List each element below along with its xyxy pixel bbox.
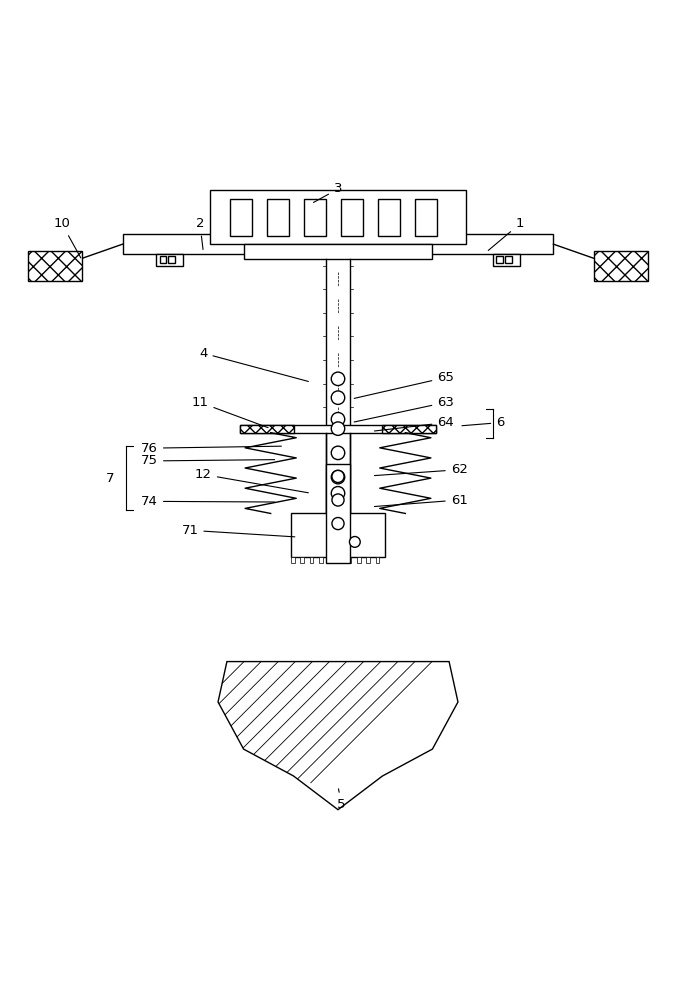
FancyBboxPatch shape — [210, 190, 466, 244]
FancyBboxPatch shape — [376, 557, 379, 563]
FancyBboxPatch shape — [168, 256, 175, 263]
FancyBboxPatch shape — [319, 557, 323, 563]
FancyBboxPatch shape — [338, 557, 342, 563]
Circle shape — [331, 391, 345, 404]
FancyBboxPatch shape — [496, 256, 503, 263]
Text: 2: 2 — [196, 217, 204, 249]
Text: 7: 7 — [106, 472, 115, 485]
FancyBboxPatch shape — [160, 256, 166, 263]
FancyBboxPatch shape — [122, 234, 554, 254]
Text: 63: 63 — [354, 396, 454, 422]
FancyBboxPatch shape — [267, 199, 289, 236]
FancyBboxPatch shape — [300, 557, 304, 563]
FancyBboxPatch shape — [493, 254, 520, 266]
FancyBboxPatch shape — [231, 199, 252, 236]
Text: 75: 75 — [141, 454, 274, 467]
Text: 74: 74 — [141, 495, 274, 508]
FancyBboxPatch shape — [379, 199, 400, 236]
Text: 64: 64 — [375, 416, 454, 431]
Text: 12: 12 — [195, 468, 308, 493]
Polygon shape — [218, 662, 458, 810]
FancyBboxPatch shape — [291, 513, 385, 557]
Text: 4: 4 — [199, 347, 308, 381]
Circle shape — [332, 470, 344, 482]
Circle shape — [349, 537, 360, 547]
Text: 11: 11 — [191, 396, 268, 428]
FancyBboxPatch shape — [304, 199, 326, 236]
Circle shape — [331, 446, 345, 460]
FancyBboxPatch shape — [291, 557, 295, 563]
Text: 76: 76 — [141, 442, 281, 455]
FancyBboxPatch shape — [416, 199, 437, 236]
FancyBboxPatch shape — [341, 199, 363, 236]
Text: 3: 3 — [314, 182, 342, 202]
FancyBboxPatch shape — [357, 557, 360, 563]
FancyBboxPatch shape — [28, 251, 82, 281]
Circle shape — [332, 494, 344, 506]
Circle shape — [331, 487, 345, 500]
FancyBboxPatch shape — [382, 425, 435, 433]
Text: 65: 65 — [354, 371, 454, 398]
Circle shape — [332, 518, 344, 530]
FancyBboxPatch shape — [366, 557, 370, 563]
FancyBboxPatch shape — [241, 425, 294, 433]
Circle shape — [331, 470, 345, 484]
Circle shape — [331, 412, 345, 426]
FancyBboxPatch shape — [244, 244, 432, 259]
FancyBboxPatch shape — [326, 464, 350, 563]
Text: 6: 6 — [462, 416, 504, 429]
FancyBboxPatch shape — [241, 425, 435, 433]
FancyBboxPatch shape — [505, 256, 512, 263]
Circle shape — [331, 422, 345, 435]
FancyBboxPatch shape — [594, 251, 648, 281]
Text: 10: 10 — [53, 217, 81, 258]
Text: 62: 62 — [375, 463, 468, 476]
FancyBboxPatch shape — [156, 254, 183, 266]
Text: 1: 1 — [488, 217, 524, 250]
FancyBboxPatch shape — [329, 557, 333, 563]
Circle shape — [331, 372, 345, 386]
Text: 5: 5 — [337, 789, 345, 811]
FancyBboxPatch shape — [310, 557, 314, 563]
Text: 71: 71 — [181, 524, 295, 537]
Text: 61: 61 — [375, 493, 468, 507]
FancyBboxPatch shape — [347, 557, 352, 563]
